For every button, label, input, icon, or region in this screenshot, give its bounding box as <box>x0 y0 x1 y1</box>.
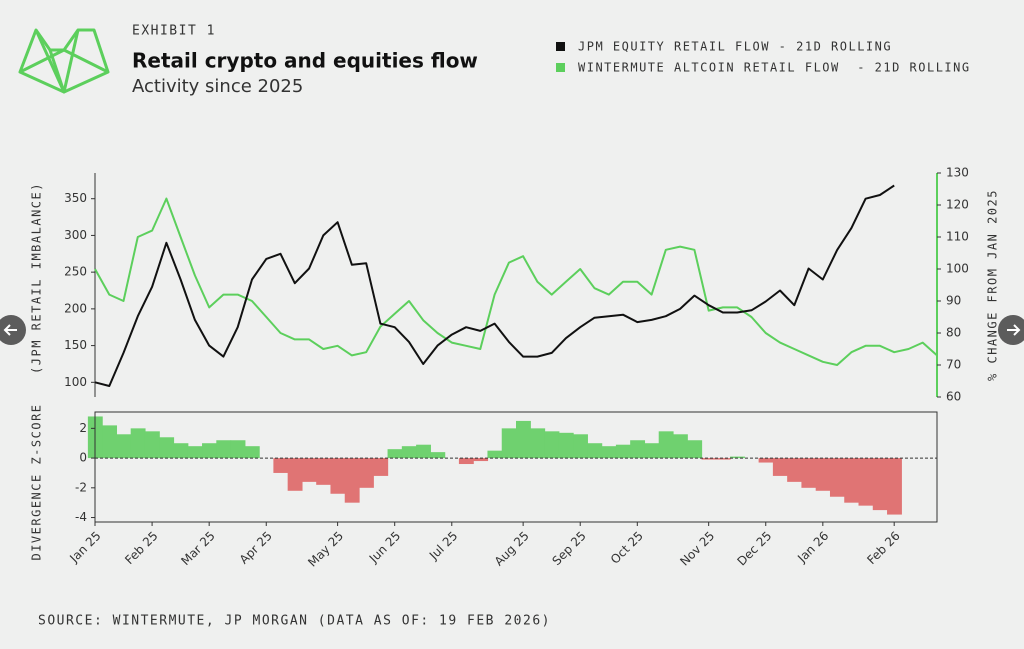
legend-label: WINTERMUTE ALTCOIN RETAIL FLOW - 21D ROL… <box>578 61 971 75</box>
z-score-bar <box>301 458 317 482</box>
exhibit: EXHIBIT 1 <box>132 24 216 39</box>
z-score-bar <box>401 446 417 459</box>
z-score-bar <box>187 446 203 459</box>
z-score-bar <box>615 444 631 459</box>
z-score-bar <box>644 443 660 459</box>
z-score-bar <box>530 428 546 459</box>
z-score-bar <box>658 431 674 459</box>
z-score-bar <box>601 446 617 459</box>
z-score-bar <box>202 443 217 459</box>
y2-tick-label: 70 <box>946 358 961 372</box>
z-score-bar <box>458 458 474 465</box>
z-score-bar <box>701 458 717 460</box>
z-score-bar <box>344 458 360 503</box>
z-score-bar <box>359 458 374 488</box>
z-score-bar <box>630 440 646 459</box>
y-tick-label: 100 <box>64 375 87 389</box>
y-tick-label: 300 <box>64 228 87 242</box>
z-score-bar <box>501 428 517 459</box>
logo <box>18 28 110 94</box>
z-score-bar <box>144 431 160 459</box>
z-score-bar <box>430 452 446 459</box>
z-score-bar <box>558 432 574 459</box>
y-tick-label: -2 <box>75 480 87 494</box>
y-tick-label: 2 <box>79 421 87 435</box>
nav-left[interactable] <box>0 315 26 345</box>
z-score-bar <box>387 449 403 459</box>
legend-label: JPM EQUITY RETAIL FLOW - 21D ROLLING <box>578 40 892 54</box>
z-score-bar <box>330 458 346 494</box>
z-score-bar <box>801 458 817 488</box>
z-score-bar <box>216 440 232 459</box>
y-tick-label: 350 <box>64 191 87 205</box>
y2-tick-label: 120 <box>946 198 969 212</box>
z-score-bar <box>758 458 774 463</box>
subtitle: Activity since 2025 <box>132 76 303 97</box>
title: Retail crypto and equities flow <box>132 49 478 73</box>
y2-tick-label: 130 <box>946 166 969 180</box>
z-score-bar <box>273 458 289 473</box>
y-tick-label: 150 <box>64 338 87 352</box>
z-score-bar <box>787 458 803 482</box>
y-axis-label: (JPM RETAIL IMBALANCE) <box>30 182 44 374</box>
z-score-bar <box>230 440 246 459</box>
y2-tick-label: 80 <box>946 326 961 340</box>
z-score-bar <box>772 458 788 476</box>
z-score-bar <box>244 446 260 459</box>
z-score-bar <box>473 458 489 462</box>
source: SOURCE: WINTERMUTE, JP MORGAN (DATA AS O… <box>38 614 551 629</box>
z-score-bar <box>573 434 588 459</box>
y-tick-label: 200 <box>64 301 87 315</box>
y2-tick-label: 60 <box>946 390 961 404</box>
z-score-bar <box>687 440 703 459</box>
y-tick-label: -4 <box>75 510 87 524</box>
z-score-bar <box>815 458 831 491</box>
legend-swatch <box>556 42 565 51</box>
z-score-bar <box>487 450 503 459</box>
z-score-bar <box>715 458 731 460</box>
z-score-bar <box>844 458 860 503</box>
y2-tick-label: 90 <box>946 294 961 308</box>
z-score-bar <box>544 431 560 459</box>
nav-right[interactable] <box>998 315 1024 345</box>
z-score-bar <box>416 444 431 459</box>
z-score-bar <box>672 434 688 459</box>
z-score-bar <box>130 428 146 459</box>
z-score-bar <box>373 458 389 476</box>
z-score-bar <box>116 434 132 459</box>
z-score-bar <box>159 437 175 459</box>
z-score-bar <box>516 420 531 459</box>
z-score-bar <box>316 458 332 485</box>
legend-swatch <box>556 63 565 72</box>
series-line <box>94 197 938 366</box>
z-score-bar <box>858 458 874 506</box>
y2-tick-label: 110 <box>946 230 969 244</box>
y2-axis-label: % CHANGE FROM JAN 2025 <box>986 189 1000 381</box>
z-score-bar <box>887 458 902 515</box>
y2-tick-label: 100 <box>946 262 969 276</box>
plot-frame <box>94 411 938 523</box>
z-score-bar <box>872 458 888 511</box>
series-line <box>94 184 895 387</box>
z-score-bar <box>287 458 303 491</box>
z-score-bar <box>173 443 189 459</box>
z-score-bar <box>587 443 603 459</box>
y-tick-label: 250 <box>64 265 87 279</box>
z-score-bar <box>102 425 118 459</box>
z-score-bar <box>730 456 745 459</box>
z-score-bar <box>829 458 845 497</box>
y-tick-label: 0 <box>79 451 87 465</box>
y-axis-label: DIVERGENCE Z-SCORE <box>30 403 44 560</box>
